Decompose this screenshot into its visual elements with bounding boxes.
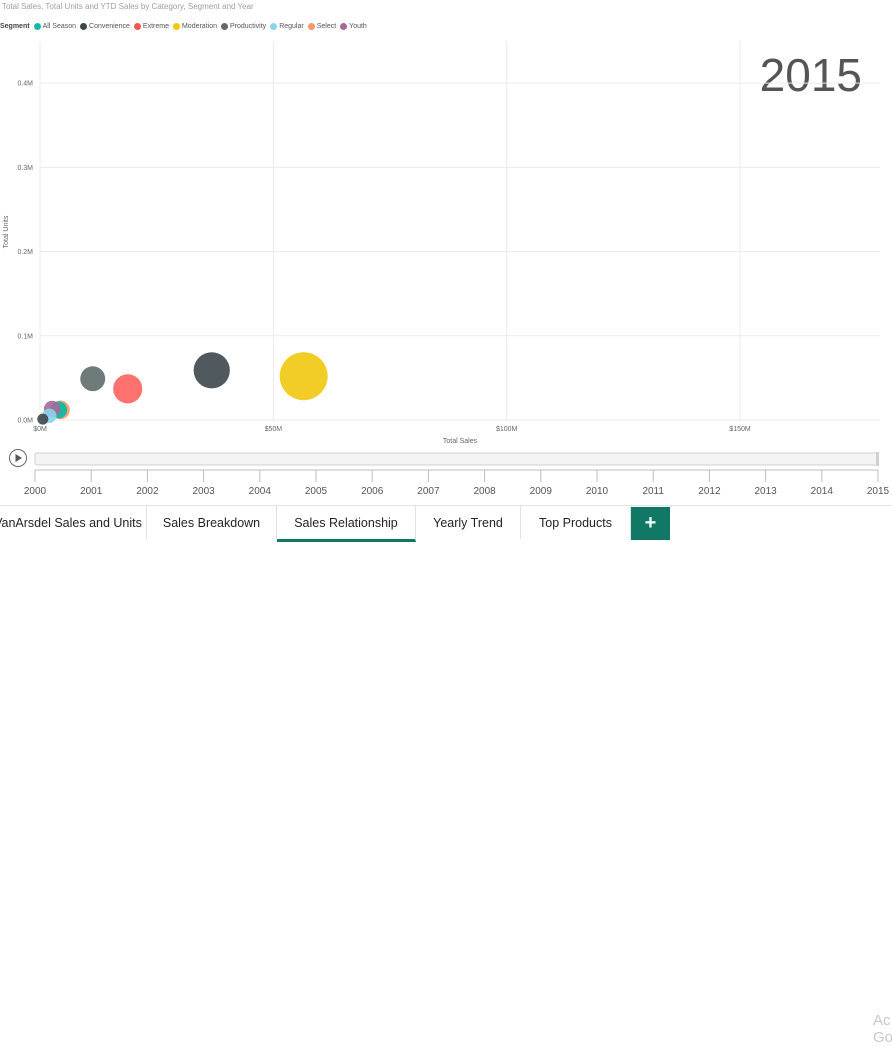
play-icon <box>15 454 22 462</box>
legend-label: Convenience <box>89 22 130 30</box>
play-button[interactable] <box>9 449 27 467</box>
year-label: 2015 <box>759 49 862 101</box>
add-page-button[interactable]: + <box>631 507 670 540</box>
bubble-productivity[interactable] <box>80 366 106 392</box>
bubble-convenience[interactable] <box>193 352 230 389</box>
x-tick-label: $100M <box>496 426 518 433</box>
tab-vanarsdel-sales-and-units[interactable]: VanArsdel Sales and Units <box>0 506 147 539</box>
year-tick-label[interactable]: 2012 <box>698 486 721 497</box>
legend-marker-icon <box>133 22 141 30</box>
y-tick-label: 0.4M <box>17 81 33 88</box>
year-tick-label[interactable]: 2007 <box>417 486 440 497</box>
bubble-convenience[interactable] <box>37 413 49 425</box>
year-tick-label[interactable]: 2006 <box>361 486 384 497</box>
legend-label: Extreme <box>142 22 169 30</box>
legend-label: All Season <box>42 22 77 30</box>
watermark-line-1: Ac <box>873 1012 891 1029</box>
year-tick-label[interactable]: 2008 <box>473 486 496 497</box>
legend-item[interactable]: Extreme <box>133 22 169 30</box>
tab-top-products[interactable]: Top Products <box>521 506 631 539</box>
bubble-moderation[interactable] <box>279 352 328 401</box>
bubble-extreme[interactable] <box>113 374 143 404</box>
year-tick-label[interactable]: 2001 <box>80 486 103 497</box>
year-tick-label[interactable]: 2003 <box>192 486 215 497</box>
legend-marker-icon <box>80 22 88 30</box>
year-tick-label[interactable]: 2000 <box>24 486 47 497</box>
visual-title: Total Sales, Total Units and YTD Sales b… <box>2 2 254 11</box>
y-axis-title: Total Units <box>3 215 10 248</box>
legend-item[interactable]: Convenience <box>80 22 130 30</box>
x-tick-label: $0M <box>33 426 47 433</box>
year-tick-label[interactable]: 2015 <box>867 486 890 497</box>
y-tick-label: 0.3M <box>17 165 33 172</box>
legend: Segment All Season Convenience Extreme Mode… <box>0 20 371 32</box>
y-tick-label: 0.1M <box>17 333 33 340</box>
year-tick-label[interactable]: 2010 <box>586 486 609 497</box>
legend-marker-icon <box>33 22 41 30</box>
x-tick-label: $50M <box>265 426 283 433</box>
legend-item[interactable]: Select <box>307 22 337 30</box>
y-tick-label: 0.0M <box>17 418 33 425</box>
legend-item[interactable]: Moderation <box>172 22 217 30</box>
x-axis-title: Total Sales <box>443 438 478 445</box>
page-tabs-bar: VanArsdel Sales and Units Sales Breakdow… <box>0 505 892 1046</box>
tab-yearly-trend[interactable]: Yearly Trend <box>416 506 521 539</box>
legend-marker-icon <box>340 22 348 30</box>
play-axis: 2000 2001 2002 2003 2004 2005 2006 2007 2008 2009… <box>9 449 890 497</box>
year-tick-label[interactable]: 2011 <box>642 486 664 497</box>
year-tick-label[interactable]: 2005 <box>305 486 328 497</box>
year-tick-label[interactable]: 2004 <box>249 486 272 497</box>
legend-marker-icon <box>172 22 180 30</box>
tab-sales-relationship[interactable]: Sales Relationship <box>277 506 416 542</box>
tab-sales-breakdown[interactable]: Sales Breakdown <box>147 506 277 539</box>
activate-windows-watermark: Ac Go <box>873 1012 892 1046</box>
legend-item[interactable]: All Season <box>33 22 77 30</box>
legend-item[interactable]: Youth <box>340 22 367 30</box>
legend-item[interactable]: Productivity <box>221 22 267 30</box>
year-tick-label[interactable]: 2013 <box>754 486 777 497</box>
scatter-chart: $0M $50M $100M $150M 0.0M 0.1M 0.2M 0.3M 0.4M Tot… <box>3 41 880 445</box>
legend-label: Select <box>316 22 337 30</box>
legend-label: Productivity <box>230 22 267 30</box>
year-tick-label[interactable]: 2002 <box>136 486 159 497</box>
legend-label: Youth <box>349 22 367 30</box>
legend-label: Moderation <box>181 22 217 30</box>
watermark-line-2: Go <box>873 1029 892 1046</box>
legend-title: Segment <box>0 22 30 30</box>
year-tick-label[interactable]: 2009 <box>530 486 553 497</box>
year-tick-label[interactable]: 2014 <box>811 486 834 497</box>
play-axis-handle[interactable] <box>876 452 879 466</box>
legend-marker-icon <box>221 22 228 30</box>
legend-marker-icon <box>270 22 278 30</box>
x-tick-label: $150M <box>729 426 751 433</box>
y-tick-label: 0.2M <box>17 249 33 256</box>
legend-item[interactable]: Regular <box>270 22 304 30</box>
play-axis-track[interactable] <box>34 452 879 466</box>
legend-marker-icon <box>307 22 315 30</box>
legend-label: Regular <box>279 22 304 30</box>
